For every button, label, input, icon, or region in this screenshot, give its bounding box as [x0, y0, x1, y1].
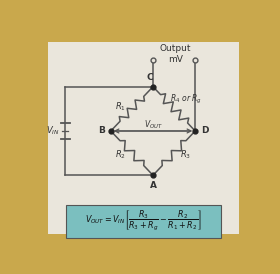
FancyBboxPatch shape [48, 42, 239, 234]
FancyBboxPatch shape [66, 205, 221, 238]
Text: Output
mV: Output mV [159, 44, 191, 64]
Text: $V_{OUT} = V_{IN}\left[\dfrac{R_3}{R_3 + R_g} - \dfrac{R_2}{R_1 + R_2}\right]$: $V_{OUT} = V_{IN}\left[\dfrac{R_3}{R_3 +… [85, 209, 202, 233]
Text: $V_{IN}$: $V_{IN}$ [46, 125, 59, 137]
Text: $R_3$: $R_3$ [180, 149, 191, 161]
Text: $V_{OUT}$: $V_{OUT}$ [144, 119, 162, 131]
Text: A: A [150, 181, 157, 190]
Text: $R_2$: $R_2$ [115, 149, 126, 161]
Text: B: B [98, 127, 105, 135]
Text: $R_1$: $R_1$ [115, 101, 126, 113]
Text: $R_4$ or $R_g$: $R_4$ or $R_g$ [170, 93, 202, 106]
Text: D: D [201, 127, 208, 135]
Text: C: C [146, 73, 153, 82]
